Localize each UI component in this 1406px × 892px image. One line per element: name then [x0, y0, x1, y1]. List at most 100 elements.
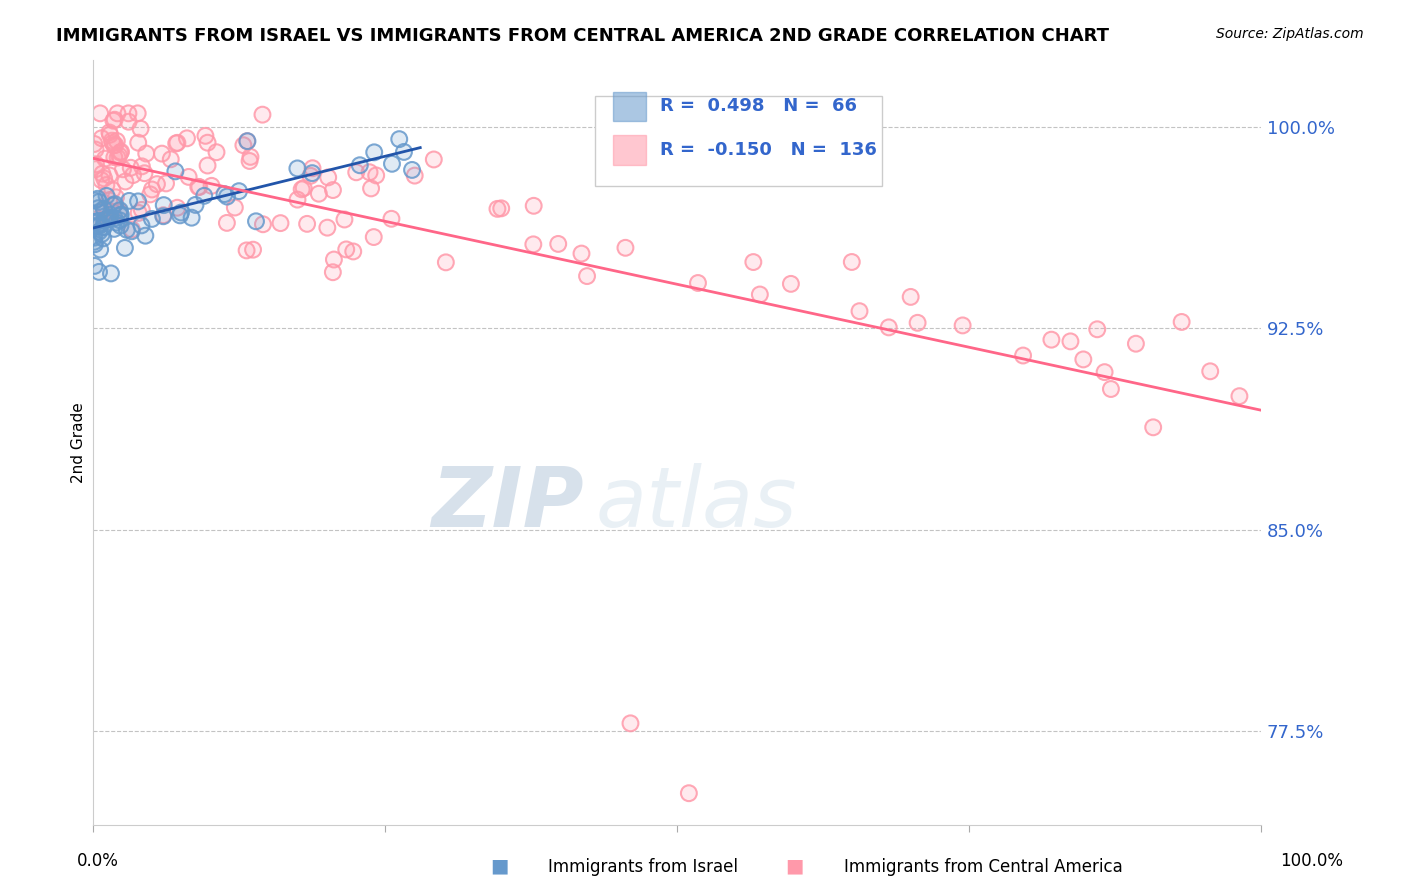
- Point: [129, 121, 152, 136]
- Point: [214, 187, 236, 202]
- Point: [98, 126, 121, 140]
- Point: [214, 187, 236, 202]
- Point: [150, 146, 173, 161]
- Point: [215, 216, 238, 230]
- Point: [1085, 322, 1108, 336]
- Point: [215, 189, 238, 203]
- Point: [84, 194, 107, 208]
- Point: [152, 208, 174, 222]
- Point: [91, 231, 114, 245]
- Point: [90, 227, 112, 241]
- Point: [108, 203, 131, 218]
- Point: [392, 145, 415, 159]
- Point: [114, 241, 136, 255]
- Point: [110, 145, 132, 159]
- Point: [165, 136, 187, 151]
- Point: [141, 211, 163, 226]
- Point: [111, 162, 134, 177]
- Point: [90, 173, 112, 187]
- Point: [188, 180, 211, 194]
- Point: [242, 243, 264, 257]
- FancyBboxPatch shape: [595, 95, 882, 186]
- Point: [363, 145, 385, 160]
- Point: [98, 169, 121, 183]
- Point: [83, 136, 105, 151]
- Point: [152, 198, 174, 212]
- Point: [360, 181, 382, 195]
- Point: [139, 187, 162, 202]
- Point: [84, 237, 107, 252]
- Point: [89, 243, 111, 257]
- Point: [108, 213, 131, 227]
- Point: [89, 243, 111, 257]
- Point: [1199, 364, 1222, 378]
- Point: [295, 217, 318, 231]
- Point: [86, 192, 108, 206]
- Point: [105, 216, 128, 230]
- Point: [107, 106, 129, 120]
- Point: [83, 230, 105, 244]
- Point: [101, 136, 124, 150]
- Point: [322, 183, 344, 197]
- Point: [363, 230, 385, 244]
- Point: [308, 186, 330, 201]
- Point: [115, 223, 138, 237]
- Point: [576, 269, 599, 284]
- Point: [194, 128, 217, 143]
- Point: [101, 198, 124, 212]
- Point: [169, 208, 191, 222]
- Point: [93, 202, 115, 216]
- Point: [366, 169, 388, 183]
- Point: [193, 189, 215, 203]
- Point: [1099, 382, 1122, 396]
- Text: ■: ■: [785, 857, 804, 876]
- Point: [91, 231, 114, 245]
- Point: [93, 213, 115, 227]
- Point: [141, 211, 163, 226]
- Point: [103, 113, 125, 128]
- Point: [215, 189, 238, 203]
- Point: [165, 164, 187, 178]
- Text: atlas: atlas: [595, 463, 797, 544]
- Point: [105, 134, 128, 148]
- Point: [522, 237, 544, 252]
- Point: [900, 290, 922, 304]
- Point: [117, 106, 139, 120]
- Point: [114, 174, 136, 188]
- Point: [98, 211, 121, 225]
- Point: [434, 255, 457, 269]
- Point: [292, 181, 315, 195]
- Point: [252, 108, 274, 122]
- Point: [120, 161, 142, 175]
- Point: [547, 236, 569, 251]
- Point: [228, 184, 250, 198]
- Point: [166, 136, 188, 150]
- Point: [170, 205, 193, 219]
- Point: [122, 168, 145, 182]
- Point: [322, 183, 344, 197]
- Point: [1073, 352, 1095, 367]
- Point: [110, 145, 132, 159]
- Point: [131, 219, 153, 233]
- Point: [486, 202, 509, 216]
- Point: [576, 269, 599, 284]
- Point: [100, 267, 122, 281]
- Point: [84, 215, 107, 229]
- Point: [301, 161, 323, 176]
- Text: 0.0%: 0.0%: [77, 852, 120, 870]
- Point: [129, 121, 152, 136]
- Point: [1059, 334, 1081, 349]
- Point: [152, 198, 174, 212]
- Point: [780, 277, 803, 291]
- Point: [89, 106, 111, 120]
- Point: [104, 190, 127, 204]
- Point: [87, 265, 110, 279]
- Point: [83, 230, 105, 244]
- Point: [180, 211, 202, 225]
- Text: R =  0.498   N =  66: R = 0.498 N = 66: [659, 97, 856, 115]
- Point: [127, 136, 149, 150]
- Point: [91, 167, 114, 181]
- Point: [523, 199, 546, 213]
- Point: [108, 204, 131, 219]
- Point: [877, 320, 900, 334]
